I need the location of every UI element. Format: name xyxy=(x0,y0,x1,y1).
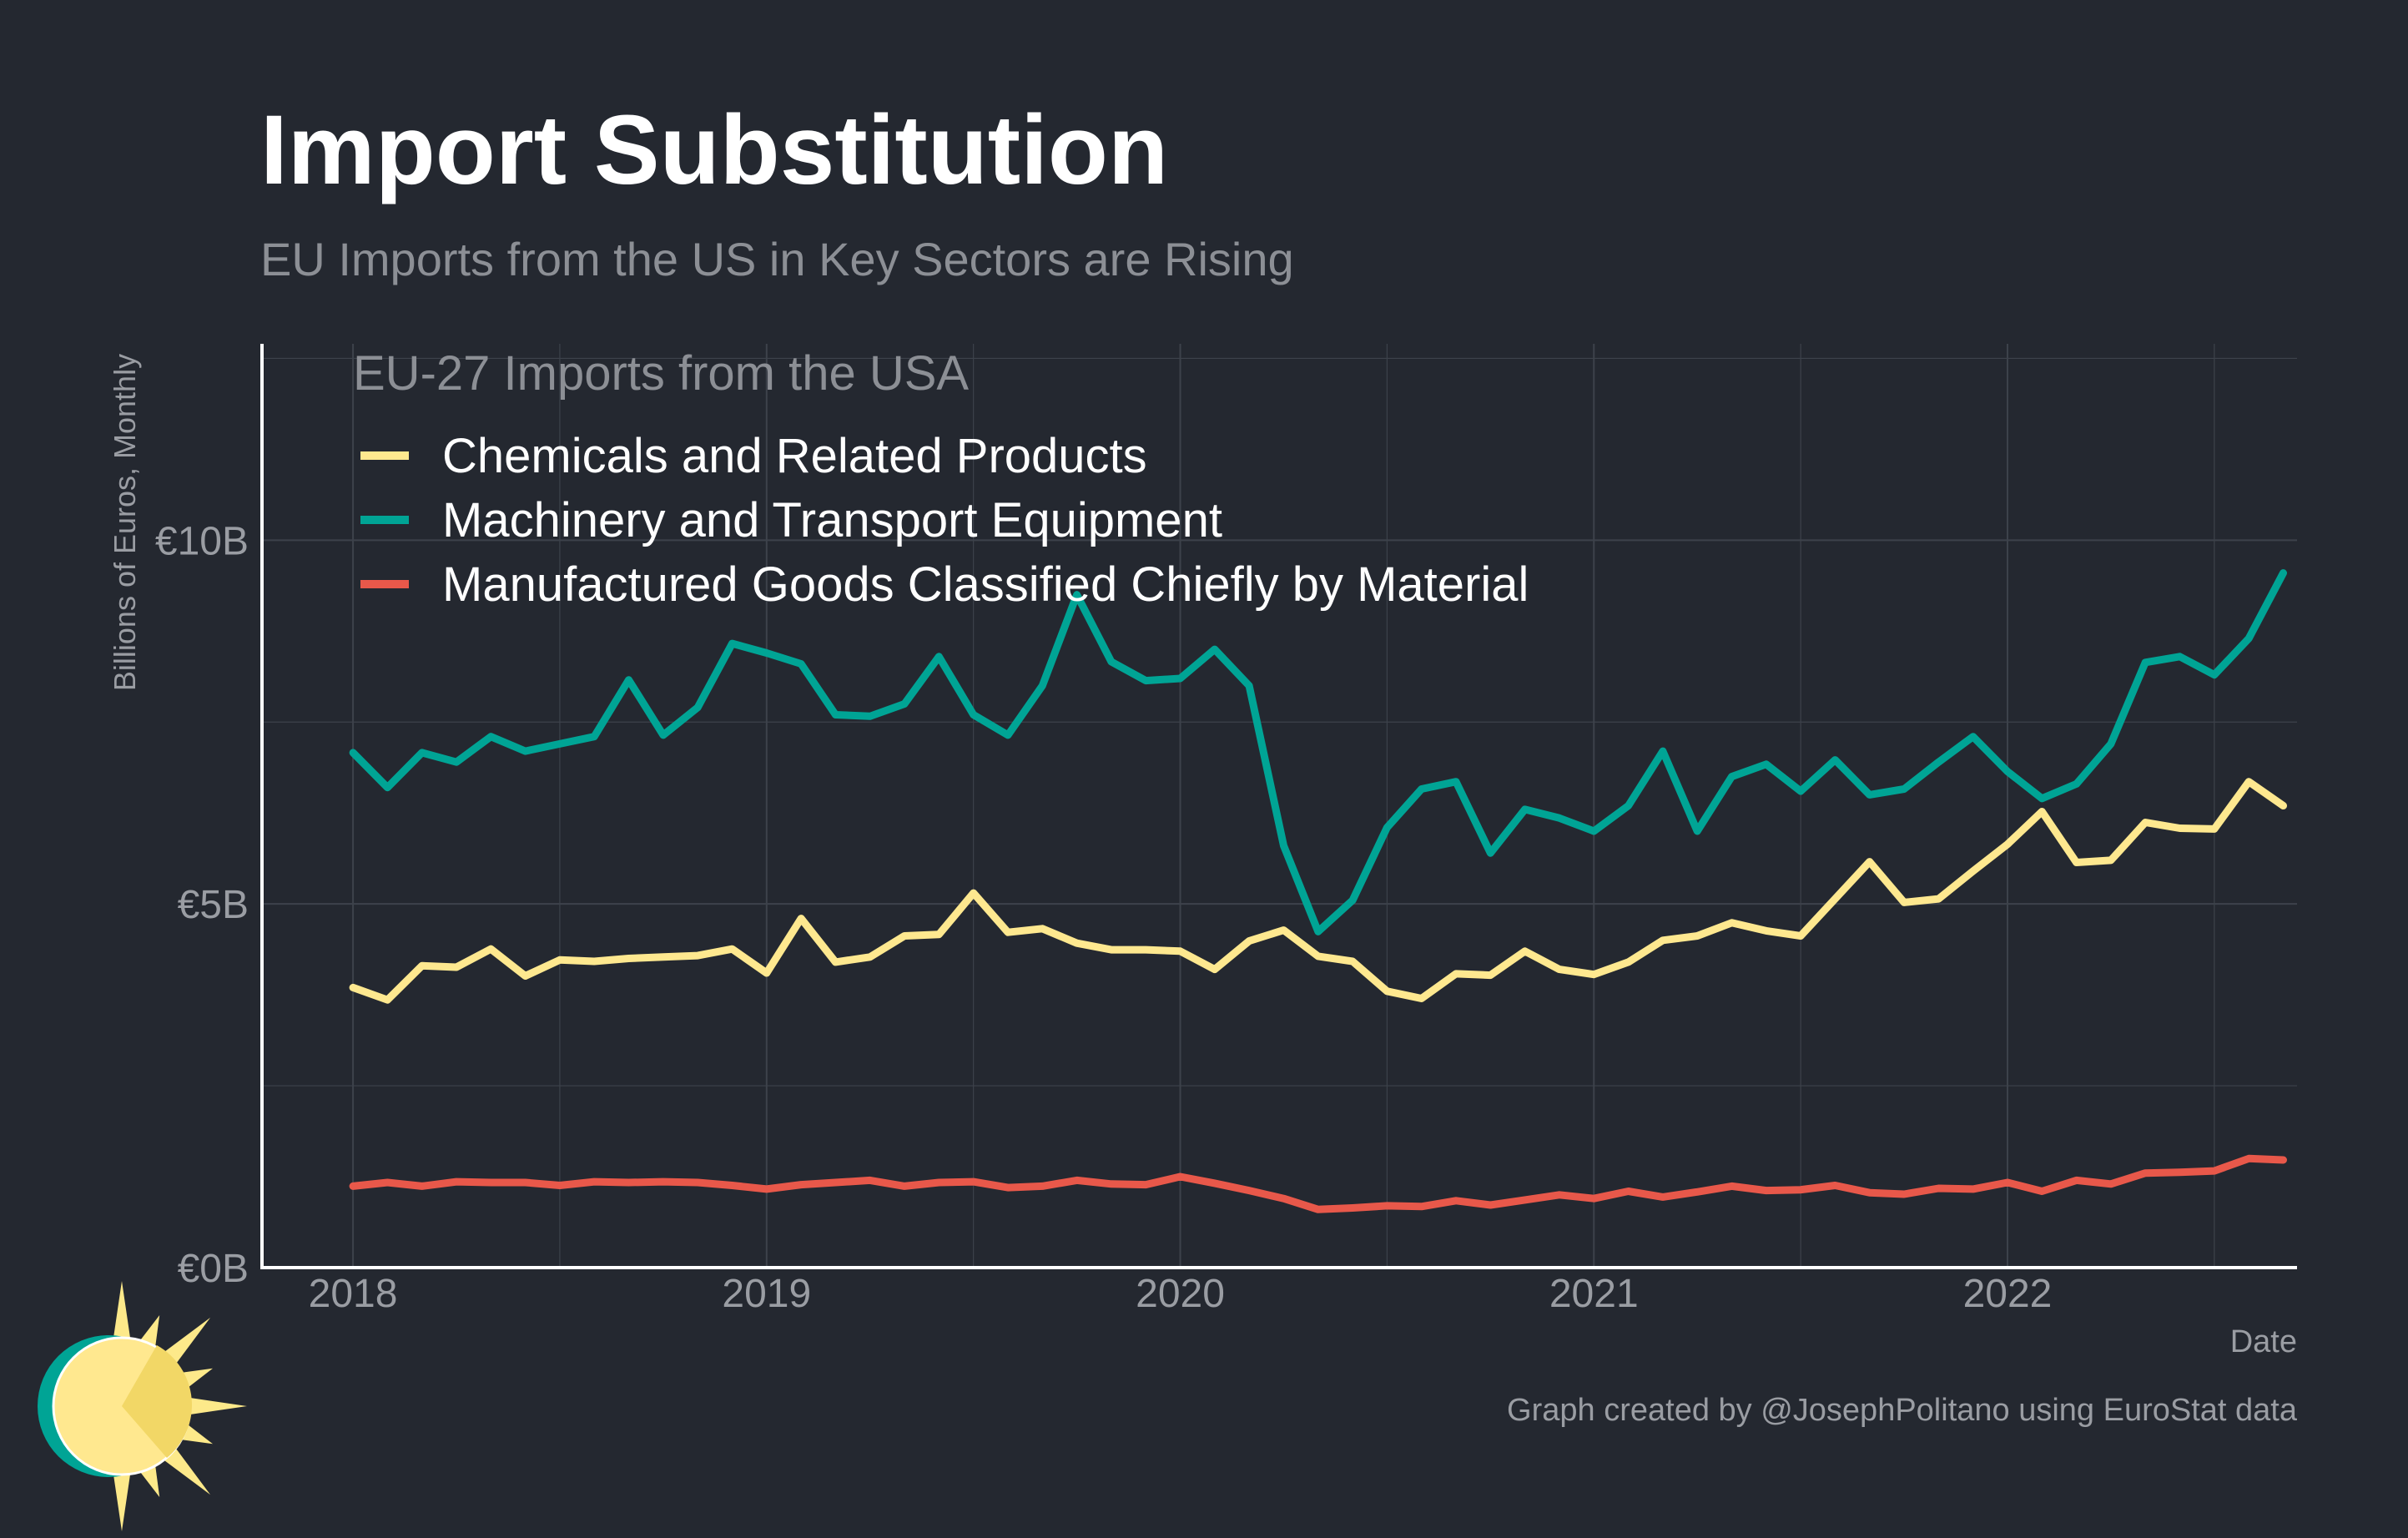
y-tick-label-1: €5B xyxy=(178,883,249,927)
legend-items: Chemicals and Related Products Machinery … xyxy=(360,429,1529,612)
sun-ray xyxy=(139,1315,160,1349)
chart-subtitle: EU Imports from the US in Key Sectors ar… xyxy=(260,233,1294,285)
series-line-manufactured xyxy=(349,1154,2287,1213)
sun-logo-icon xyxy=(38,1281,247,1531)
sun-ray xyxy=(188,1397,247,1415)
y-tick-label-2: €10B xyxy=(155,519,249,563)
grid xyxy=(262,344,2297,1268)
series-lines xyxy=(349,569,2287,1213)
legend-label-manufactured: Manufactured Goods Classified Chiefly by… xyxy=(442,557,1529,612)
legend: EU-27 Imports from the USA Chemicals and… xyxy=(353,346,1529,612)
x-tick-label-2: 2020 xyxy=(1136,1272,1225,1316)
x-axis-label: Date xyxy=(2230,1324,2297,1359)
sun-ray xyxy=(162,1446,211,1495)
x-tick-label-4: 2022 xyxy=(1963,1272,2053,1316)
chart-caption: Graph created by @JosephPolitano using E… xyxy=(1507,1393,2298,1428)
sun-ray xyxy=(113,1472,131,1531)
y-tick-labels: €0B €5B €10B xyxy=(155,519,249,1291)
legend-label-chemicals: Chemicals and Related Products xyxy=(442,429,1147,483)
x-tick-label-0: 2018 xyxy=(309,1272,398,1316)
sun-ray xyxy=(162,1317,211,1366)
series-line-machinery xyxy=(349,569,2287,935)
series-line-chemicals xyxy=(349,778,2287,1004)
sun-ray xyxy=(139,1464,160,1497)
legend-label-machinery: Machinery and Transport Equipment xyxy=(442,493,1222,547)
x-tick-label-1: 2019 xyxy=(722,1272,811,1316)
chart-title: Import Substitution xyxy=(260,95,1168,205)
y-axis-label: Billions of Euros, Monthly xyxy=(108,354,142,691)
sun-logo-shade xyxy=(122,1345,193,1458)
y-tick-label-0: €0B xyxy=(178,1247,249,1291)
legend-title: EU-27 Imports from the USA xyxy=(353,346,969,401)
x-tick-label-3: 2021 xyxy=(1549,1272,1639,1316)
x-tick-labels: 2018 2019 2020 2021 2022 xyxy=(309,1272,2053,1316)
sun-ray xyxy=(113,1281,131,1340)
sun-rays-icon xyxy=(113,1281,247,1531)
sun-ray xyxy=(179,1423,213,1445)
